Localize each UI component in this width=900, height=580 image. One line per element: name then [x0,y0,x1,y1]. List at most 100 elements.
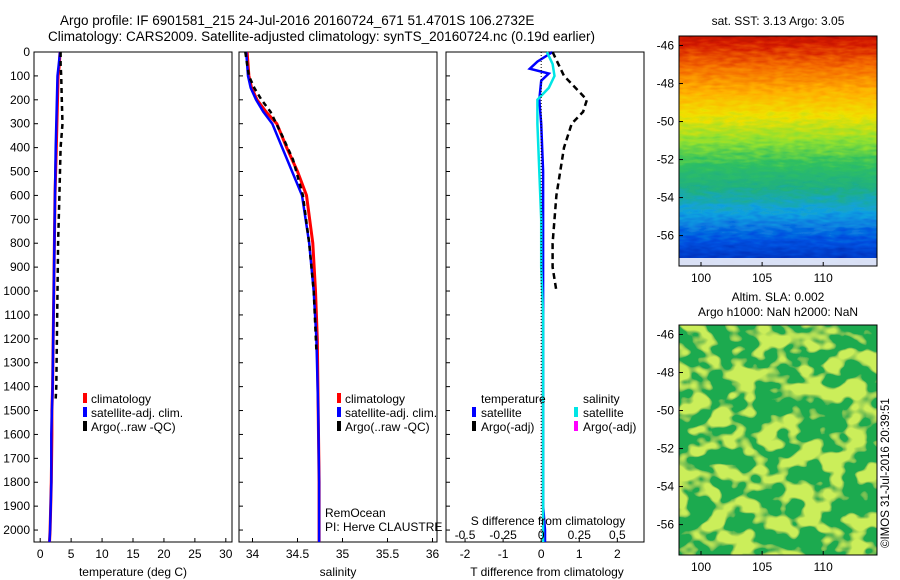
x-tick-label: 30 [219,547,233,561]
salinity-annotation-2: PI: Herve CLAUSTRE [325,520,442,534]
legend-label-satellite: satellite-adj. clim. [91,406,183,420]
salinity-annotation-1: RemOcean [325,506,386,520]
sst-land-mask [679,258,877,266]
map-y-tick-label: -54 [657,480,675,494]
depth-tick-label: 600 [10,188,30,202]
x-tick-label: 34.5 [286,547,310,561]
legend-label-climatology: climatology [91,392,151,406]
legend-swatch-climatology [337,393,341,403]
map-x-tick-label: 110 [814,560,833,574]
legend-swatch-sal-argo [574,421,578,431]
depth-tick-label: 0 [23,45,30,59]
temperature-panel [33,51,233,543]
x-tick-label: 1 [576,547,583,561]
depth-axis: 0 100 200 300 400 500 600 700 800 900 1000 1100 1200… [3,45,450,537]
difference-secondary-ticks: -0.5 -0.25 0 0.25 0.5 [455,528,626,542]
legend-label-climatology: climatology [345,392,405,406]
salinity-series [244,51,321,542]
legend-swatch-argo [337,421,341,431]
temperature-legend: climatology satellite-adj. clim. Argo(..… [83,392,183,434]
legend-swatch-temp-satellite [472,407,476,417]
series-line-salinity-satellite [536,51,556,542]
legend-label-satellite: satellite-adj. clim. [345,406,437,420]
depth-tick-label: 1500 [3,404,30,418]
legend-swatch-satellite [337,407,341,417]
header-line2: Climatology: CARS2009. Satellite-adjuste… [48,29,595,44]
secondary-tick-label: -0.25 [489,528,517,542]
difference-legend: temperature salinity satellite Argo(-adj… [472,392,636,434]
legend-swatch-sal-satellite [574,407,578,417]
x-tick-label: 36 [426,547,440,561]
map-x-tick-label: 105 [752,560,772,574]
depth-tick-label: 1900 [3,499,30,513]
x-tick-label: 15 [126,547,140,561]
header-line1: Argo profile: IF 6901581_215 24-Jul-2016… [60,13,534,28]
salinity-legend: climatology satellite-adj. clim. Argo(..… [337,392,437,434]
series-line-argo-raw-qc- [244,51,318,351]
x-tick-label: -2 [460,547,471,561]
depth-tick-label: 1400 [3,380,30,394]
map-y-tick-label: -46 [657,328,675,342]
x-tick-label: 5 [68,547,75,561]
depth-tick-label: 400 [10,141,30,155]
series-line-argo-raw-qc- [54,52,64,399]
depth-tick-label: 1700 [3,451,30,465]
x-tick-label: 35 [336,547,350,561]
depth-tick-label: 200 [10,93,30,107]
map-y-tick-label: -52 [657,442,675,456]
legend-swatch-temp-argo [472,421,476,431]
difference-series [527,50,589,542]
depth-tick-label: 1300 [3,356,30,370]
sla-map-title-2: Argo h1000: NaN h2000: NaN [698,305,858,319]
legend-swatch-satellite [83,407,87,417]
map-y-tick-label: -52 [657,153,675,167]
map-y-tick-label: -48 [657,77,675,91]
depth-tick-label: 800 [10,236,30,250]
legend-swatch-argo [83,421,87,431]
x-tick-label: 35.5 [376,547,400,561]
depth-tick-label: 1100 [4,308,30,322]
sla-map-axes: 100 105 110 -46 -48 -50 -52 -54 -56 [657,328,833,574]
sla-map-title-1: Altim. SLA: 0.002 [732,290,825,304]
map-y-tick-label: -48 [657,366,675,380]
imos-timestamp: ©IMOS 31-Jul-2016 20:39:51 [880,398,892,548]
legend-title-salinity: salinity [583,392,620,406]
secondary-tick-label: 0 [538,528,545,542]
legend-swatch-climatology [83,393,87,403]
series-line-satellite-adj-clim- [48,51,62,543]
depth-tick-label: 1000 [3,284,30,298]
difference-secondary-xlabel: S difference from climatology [471,514,626,528]
series-line-satellite-adj-clim- [244,51,321,542]
secondary-tick-label: 0.5 [609,528,626,542]
x-tick-label: -1 [498,547,509,561]
legend-label-sal-satellite: satellite [583,406,624,420]
x-tick-label: 10 [95,547,109,561]
sla-map-frame [678,324,878,556]
sst-field [679,36,877,266]
depth-tick-label: 700 [10,212,30,226]
secondary-tick-label: -0.5 [455,528,476,542]
legend-label-sal-argo: Argo(-adj) [583,420,636,434]
map-x-tick-label: 100 [691,271,711,285]
depth-tick-label: 1200 [3,332,30,346]
map-y-tick-label: -56 [657,229,675,243]
x-tick-label: 0 [538,547,545,561]
temperature-xlabel: temperature (deg C) [79,565,187,579]
temperature-series [48,51,64,543]
secondary-tick-label: 0.25 [568,528,592,542]
x-tick-label: 0 [37,547,44,561]
legend-label-temp-satellite: satellite [481,406,522,420]
series-line-climatology [245,51,321,542]
sla-map [679,325,877,555]
map-y-tick-label: -50 [657,404,675,418]
difference-panel [445,51,645,543]
sst-map-title: sat. SST: 3.13 Argo: 3.05 [712,14,845,28]
depth-tick-label: 900 [10,260,30,274]
sla-field [679,325,877,555]
depth-tick-label: 100 [10,69,30,83]
map-y-tick-label: -50 [657,115,675,129]
x-tick-label: 20 [157,547,171,561]
x-tick-label: 25 [188,547,202,561]
sst-map [679,36,877,266]
